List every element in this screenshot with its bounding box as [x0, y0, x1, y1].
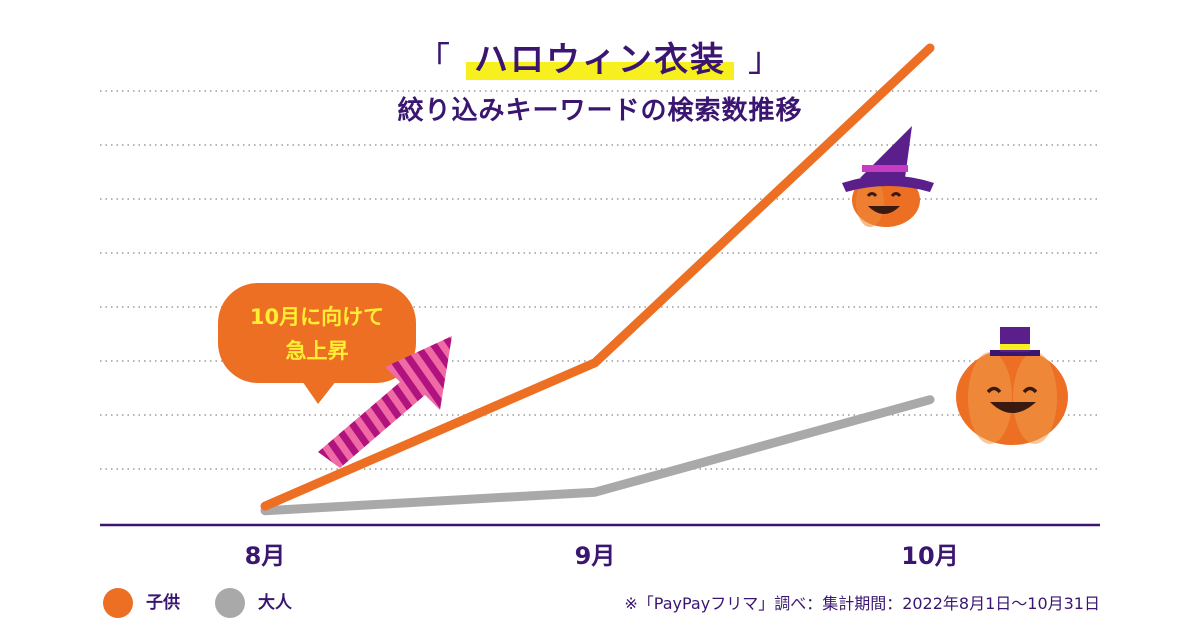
hat-pumpkin-icon [956, 327, 1068, 445]
legend-label-child: 子供 [146, 593, 180, 613]
legend-dot-adult [215, 588, 245, 618]
chart-subtitle: 絞り込みキーワードの検索数推移 [397, 96, 803, 126]
series-line-child [260, 43, 935, 511]
legend-item-adult: 大人 [258, 588, 292, 613]
title-close-bracket: 」 [747, 40, 784, 80]
footnote: ※「PayPayフリマ」調べ：集計期間：2022年8月1日〜10月31日 [624, 594, 1100, 613]
legend-label-adult: 大人 [258, 593, 292, 613]
x-tick-label: 8月 [244, 542, 286, 570]
x-tick-label: 10月 [901, 542, 959, 570]
callout-line1: 10月に向けて [249, 305, 385, 329]
callout-bubble [218, 283, 416, 404]
rising-arrow-icon [318, 336, 452, 468]
legend-item-child: 子供 [146, 588, 180, 613]
title-open-bracket: 「 [416, 40, 453, 80]
callout-line2: 急上昇 [285, 339, 349, 363]
witch-pumpkin-icon [842, 126, 934, 227]
title-main: ハロウィン衣装 [466, 40, 734, 80]
series-line-adult [260, 395, 935, 516]
chart-title: 「 ハロウィン衣装 」 [0, 32, 1200, 81]
callout-text: 10月に向けて 急上昇 [222, 300, 412, 368]
grid-lines [100, 90, 1100, 470]
legend-dot-child [103, 588, 133, 618]
x-tick-label: 9月 [574, 542, 616, 570]
series-layer [260, 43, 935, 516]
